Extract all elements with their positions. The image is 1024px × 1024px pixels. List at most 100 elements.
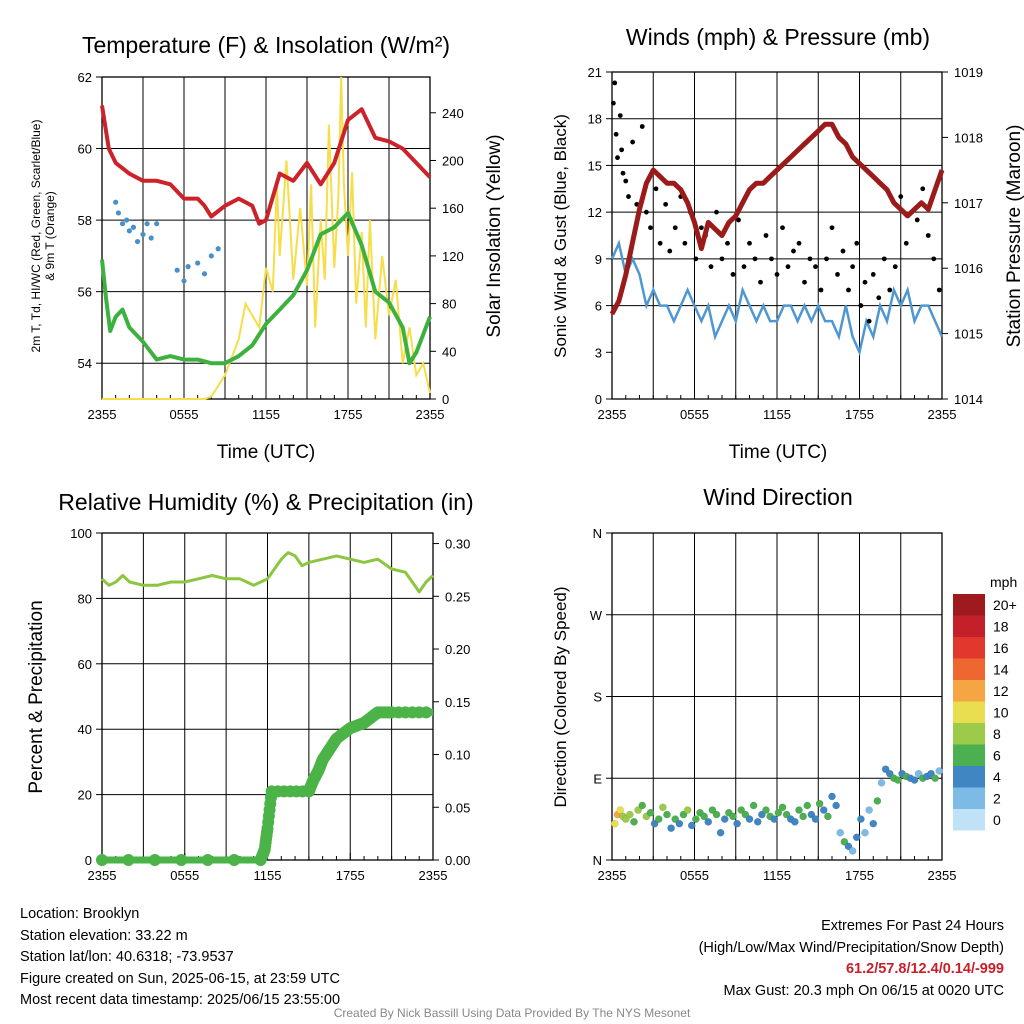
gust-point bbox=[736, 217, 741, 223]
rh-ytick-right-label: 0.00 bbox=[445, 853, 470, 868]
direction-point bbox=[663, 810, 671, 819]
temp-ytick-right-label: 40 bbox=[442, 344, 456, 359]
temp-ytick-right-label: 0 bbox=[442, 392, 449, 407]
colorbar-label: 6 bbox=[993, 748, 1001, 764]
gust-point bbox=[672, 225, 678, 231]
gust-point bbox=[719, 256, 725, 262]
temp-ytick-label: 54 bbox=[78, 356, 92, 371]
gust-point bbox=[920, 186, 926, 192]
hi-wc-point bbox=[154, 221, 160, 227]
temp-ytick-right-label: 160 bbox=[442, 201, 464, 216]
gust-point bbox=[785, 264, 791, 270]
gust-point bbox=[813, 264, 818, 270]
temp-title: Temperature (F) & Insolation (W/m²) bbox=[82, 32, 450, 58]
precip-point bbox=[96, 854, 108, 866]
gust-point bbox=[892, 264, 898, 270]
gust-point bbox=[846, 287, 851, 293]
direction-point bbox=[803, 801, 812, 810]
gust-point bbox=[835, 272, 840, 277]
temp-ylabel-left-2: & 9m T (Orange) bbox=[43, 191, 57, 281]
direction-point bbox=[791, 818, 799, 826]
max-gust-text: Max Gust: 20.3 mph On 06/15 at 0020 UTC bbox=[723, 982, 1004, 999]
dir-title: Wind Direction bbox=[703, 484, 853, 510]
gust-point bbox=[617, 113, 623, 118]
temperature-panel: 2355 0555 1155 1755 2355 54 56 58 60 62 0 40 80 120 16… bbox=[29, 32, 505, 463]
colorbar-swatch bbox=[953, 744, 985, 766]
direction-point bbox=[716, 828, 725, 837]
gust-point bbox=[747, 240, 752, 246]
credit-line: Created By Nick Bassill Using Data Provi… bbox=[333, 1006, 691, 1020]
hi-wc-point bbox=[148, 235, 154, 241]
dir-xtick-label: 2355 bbox=[928, 868, 957, 883]
speed-colorbar: mph 20+ 18 16 14 12 10 8 6 4 2 0 bbox=[953, 574, 1017, 831]
hi-wc-point bbox=[124, 217, 130, 223]
direction-point bbox=[935, 767, 944, 775]
colorbar-swatch bbox=[953, 615, 985, 637]
hi-wc-point bbox=[185, 264, 191, 270]
hi-wc-point bbox=[208, 253, 214, 259]
gust-point bbox=[898, 194, 904, 199]
temp-ytick-right-label: 120 bbox=[442, 249, 464, 264]
gust-point bbox=[612, 80, 618, 86]
gust-point bbox=[615, 155, 620, 161]
gust-point bbox=[854, 240, 860, 246]
direction-point bbox=[616, 806, 625, 814]
temperature-line bbox=[100, 105, 432, 226]
colorbar-swatch bbox=[953, 658, 985, 680]
gust-point bbox=[858, 303, 864, 308]
created-text: Figure created on Sun, 2025-06-15, at 23… bbox=[20, 970, 340, 987]
rh-xtick-label: 2355 bbox=[88, 868, 117, 883]
hi-wc-point bbox=[134, 238, 141, 245]
rh-xtick-label: 0555 bbox=[170, 868, 199, 883]
rh-xtick-label: 1155 bbox=[254, 868, 282, 883]
wind-ytick-right-label: 1018 bbox=[954, 130, 983, 145]
location-text: Location: Brooklyn bbox=[20, 906, 140, 922]
wind-title: Winds (mph) & Pressure (mb) bbox=[626, 24, 930, 50]
temp-ytick-label: 62 bbox=[78, 70, 92, 85]
wind-ytick-label: 18 bbox=[588, 112, 602, 127]
gust-point bbox=[639, 124, 645, 129]
direction-point bbox=[692, 815, 700, 823]
station-info: Location: Brooklyn Station elevation: 33… bbox=[20, 904, 340, 1012]
gust-point bbox=[791, 248, 796, 254]
direction-point bbox=[626, 810, 634, 819]
gust-point bbox=[698, 225, 704, 231]
dewpoint-line bbox=[100, 211, 432, 366]
colorbar-title: mph bbox=[990, 574, 1017, 590]
rh-ytick-right-label: 0.30 bbox=[445, 537, 470, 552]
dir-ytick-label: S bbox=[593, 690, 602, 705]
dir-xtick-label: 1755 bbox=[845, 868, 874, 883]
direction-point bbox=[819, 806, 828, 814]
gust-point bbox=[725, 240, 730, 246]
humidity-precip-panel: 2355 0555 1155 1755 23550204060801000.000.05… bbox=[26, 489, 474, 883]
colorbar-label: 16 bbox=[993, 640, 1009, 656]
wind-ylabel-left: Sonic Wind & Gust (Blue, Black) bbox=[551, 114, 570, 358]
direction-point bbox=[733, 819, 741, 828]
direction-point bbox=[774, 808, 783, 817]
hi-wc-point bbox=[140, 231, 146, 238]
colorbar-swatch bbox=[953, 701, 985, 723]
wind-xtick-label: 2355 bbox=[598, 407, 627, 422]
gust-point bbox=[693, 256, 699, 262]
sonic-wind-line bbox=[610, 239, 944, 357]
hi-wc-point bbox=[115, 210, 121, 216]
precip-point bbox=[122, 854, 135, 866]
direction-point bbox=[836, 828, 845, 837]
direction-point bbox=[910, 776, 919, 784]
colorbar-swatch bbox=[953, 787, 985, 809]
direction-point bbox=[683, 806, 692, 814]
direction-point bbox=[700, 812, 708, 821]
direction-point bbox=[720, 815, 729, 823]
wind-ytick-label: 3 bbox=[595, 345, 602, 360]
direction-point bbox=[630, 818, 638, 826]
colorbar-label: 2 bbox=[993, 791, 1001, 807]
extremes-subtitle: (High/Low/Max Wind/Precipitation/Snow De… bbox=[698, 939, 1004, 956]
gust-point bbox=[623, 178, 629, 184]
temp-xtick-label: 0555 bbox=[170, 407, 199, 422]
direction-point bbox=[877, 778, 886, 787]
gust-point bbox=[903, 240, 909, 246]
gust-point bbox=[881, 256, 887, 262]
direction-point bbox=[824, 812, 832, 821]
wind-xlabel: Time (UTC) bbox=[729, 442, 828, 463]
